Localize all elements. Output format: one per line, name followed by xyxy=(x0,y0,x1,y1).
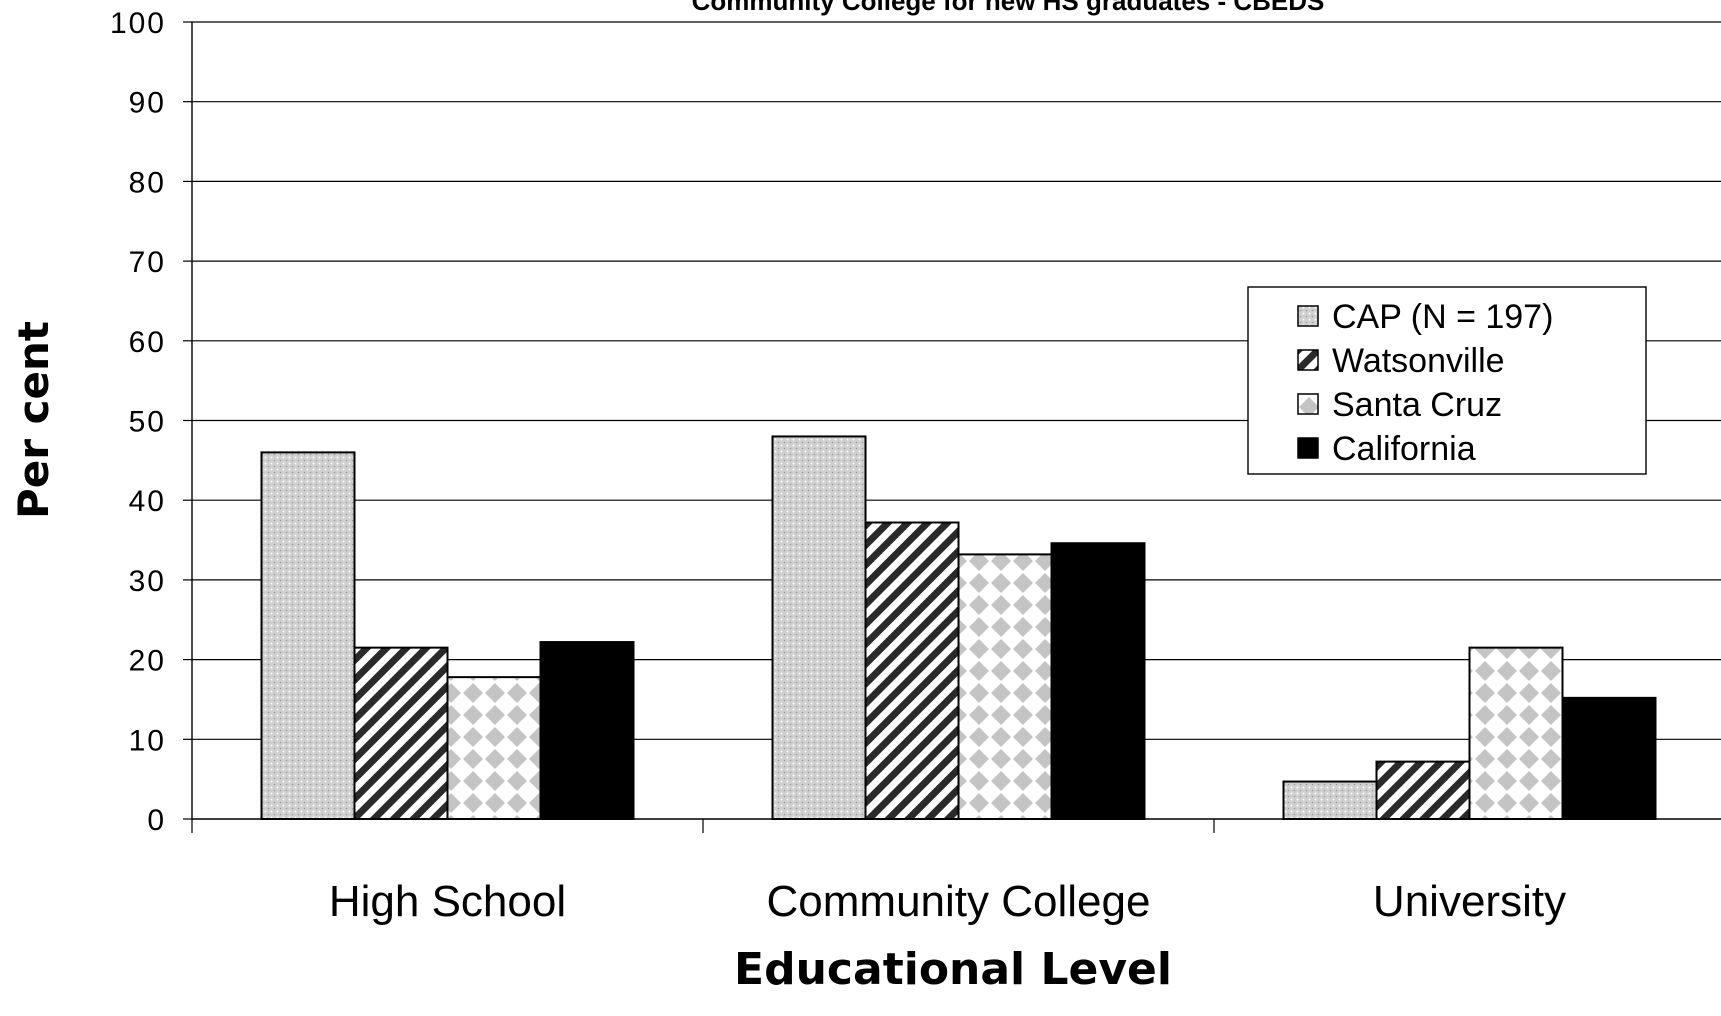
bar-solid-1 xyxy=(1050,542,1146,820)
y-tick-label: 0 xyxy=(147,804,166,837)
y-tick-label: 50 xyxy=(129,406,166,439)
bar-dots-0 xyxy=(260,451,356,820)
legend-label: Watsonville xyxy=(1332,342,1505,380)
y-tick-label: 10 xyxy=(129,724,166,757)
legend-swatch xyxy=(1297,437,1319,459)
legend-swatch xyxy=(1297,349,1319,371)
bar-diamonds-0 xyxy=(446,676,542,820)
bar-stripes-2 xyxy=(1375,760,1471,821)
y-tick-label: 60 xyxy=(129,326,166,359)
bar-solid-0 xyxy=(539,641,635,820)
legend-swatch xyxy=(1297,305,1319,327)
x-axis: High School Community College University xyxy=(191,22,1721,926)
x-axis-title: Educational Level xyxy=(734,944,1172,995)
y-tick-label: 70 xyxy=(129,246,166,279)
x-tick-label: Community College xyxy=(767,877,1151,926)
y-tick-label: 100 xyxy=(110,7,166,40)
y-tick-label: 20 xyxy=(129,645,166,678)
legend-label: CAP (N = 197) xyxy=(1332,298,1553,336)
bars xyxy=(260,435,1657,821)
bar-diamonds-2 xyxy=(1468,646,1564,821)
x-tick-label: University xyxy=(1373,877,1566,926)
legend-label: California xyxy=(1332,430,1476,468)
chart-title: Community College for new HS graduates -… xyxy=(692,0,1325,16)
bar-dots-1 xyxy=(771,435,867,820)
bar-solid-2 xyxy=(1561,696,1657,821)
bar-stripes-1 xyxy=(864,521,960,820)
bar-diamonds-1 xyxy=(957,553,1053,820)
legend-swatch xyxy=(1297,393,1319,415)
y-tick-label: 30 xyxy=(129,565,166,598)
y-axis-title: Per cent xyxy=(9,321,58,519)
legend-label: Santa Cruz xyxy=(1332,386,1502,424)
legend: CAP (N = 197) Watsonville Santa Cruz Califo… xyxy=(1247,286,1647,475)
y-tick-label: 90 xyxy=(129,87,166,120)
bar-stripes-0 xyxy=(353,646,449,821)
x-tick-label: High School xyxy=(329,877,566,926)
bar-dots-2 xyxy=(1282,780,1378,821)
y-tick-label: 40 xyxy=(129,485,166,518)
y-tick-label: 80 xyxy=(129,166,166,199)
y-axis-ticks: 0 10 20 30 40 50 60 70 80 90 100 xyxy=(110,7,192,837)
